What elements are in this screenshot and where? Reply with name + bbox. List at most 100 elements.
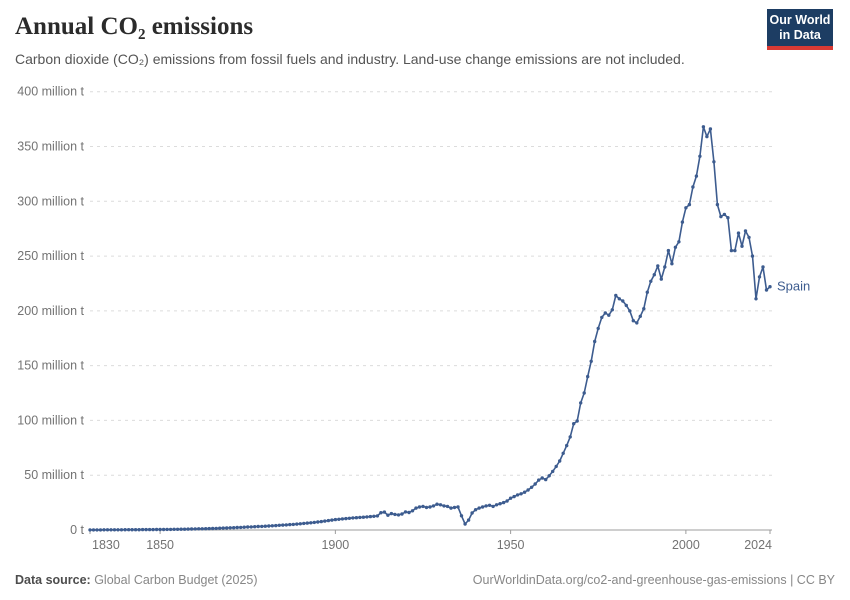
data-point	[256, 524, 260, 529]
data-point	[575, 419, 579, 423]
data-point	[133, 528, 138, 532]
y-axis-tick-label: 200 million t	[17, 304, 84, 318]
data-point	[98, 528, 103, 532]
data-point	[330, 518, 334, 522]
data-point	[736, 231, 741, 235]
owid-logo[interactable]: Our World in Data	[767, 9, 833, 50]
data-point	[407, 510, 411, 515]
data-point	[621, 299, 625, 303]
data-point	[733, 248, 737, 253]
data-point	[372, 514, 376, 518]
data-point	[225, 526, 229, 530]
data-point	[687, 202, 692, 207]
x-axis-tick-label: 1950	[497, 538, 525, 552]
data-source: Data source: Global Carbon Budget (2025)	[15, 573, 258, 587]
data-point	[484, 504, 488, 508]
data-point	[494, 503, 499, 507]
data-point	[652, 273, 656, 277]
data-point	[761, 265, 765, 269]
data-point	[351, 516, 355, 520]
data-point	[684, 206, 688, 210]
data-point	[565, 443, 569, 448]
data-point	[291, 522, 295, 527]
data-point	[750, 254, 755, 258]
data-point	[379, 511, 383, 515]
y-axis-tick-label: 400 million t	[17, 85, 84, 99]
data-point	[466, 518, 471, 522]
data-point	[305, 521, 309, 525]
data-point	[747, 235, 751, 240]
data-point	[459, 514, 464, 518]
data-point	[137, 528, 141, 532]
data-point	[312, 520, 316, 525]
data-point	[277, 523, 281, 527]
data-point	[193, 527, 197, 531]
data-point	[126, 528, 131, 532]
data-point	[631, 319, 635, 323]
data-point	[568, 435, 572, 439]
data-point	[91, 528, 96, 532]
data-point	[172, 527, 176, 531]
x-axis-tick-label: 2000	[672, 538, 700, 552]
data-point	[501, 500, 506, 505]
chart-footer: Data source: Global Carbon Budget (2025)…	[15, 573, 835, 587]
data-point	[218, 526, 222, 530]
data-point	[123, 528, 127, 532]
data-point	[281, 523, 285, 527]
data-point	[663, 265, 667, 269]
series-label[interactable]: Spain	[777, 279, 810, 294]
data-point	[403, 510, 408, 514]
data-point	[361, 515, 366, 519]
data-point	[263, 524, 267, 528]
data-point	[242, 525, 246, 529]
data-point	[505, 499, 509, 503]
x-axis-tick-label: 2024	[744, 538, 772, 552]
data-point	[284, 523, 288, 527]
data-point	[295, 522, 299, 526]
data-point	[130, 528, 134, 532]
data-point	[365, 515, 369, 519]
data-point	[582, 391, 586, 395]
data-point	[186, 527, 190, 531]
footer-citation-link[interactable]: OurWorldinData.org/co2-and-greenhouse-ga…	[472, 573, 835, 587]
data-point	[694, 174, 699, 178]
data-point	[586, 374, 590, 379]
data-point	[435, 502, 439, 506]
data-point	[211, 526, 215, 531]
data-point	[508, 496, 513, 500]
data-point	[596, 326, 600, 331]
data-point	[400, 512, 404, 516]
data-point	[470, 511, 474, 515]
data-point	[572, 422, 576, 426]
data-point	[368, 514, 373, 519]
data-point	[547, 474, 551, 478]
data-point	[109, 528, 113, 532]
data-point	[540, 476, 544, 480]
data-point	[102, 528, 106, 532]
chart-subtitle: Carbon dioxide (CO₂) emissions from foss…	[15, 50, 685, 67]
data-point	[112, 528, 117, 532]
chart-header: Annual CO₂ emissions Carbon dioxide (CO₂…	[15, 13, 750, 68]
data-point	[708, 127, 713, 131]
data-point	[666, 248, 671, 253]
data-point	[722, 212, 727, 217]
data-point	[754, 297, 758, 301]
data-point	[522, 490, 527, 494]
data-point	[386, 513, 390, 517]
data-point	[288, 522, 292, 527]
data-point	[670, 262, 674, 266]
data-point	[428, 505, 432, 509]
y-axis-tick-label: 0 t	[70, 523, 84, 537]
data-point	[161, 527, 166, 532]
data-point	[319, 519, 323, 524]
data-point	[189, 527, 194, 531]
data-point	[680, 220, 685, 224]
data-point	[768, 285, 772, 289]
data-point	[491, 504, 495, 509]
y-axis-tick-label: 50 million t	[24, 468, 84, 482]
data-point	[337, 517, 341, 521]
data-point	[614, 293, 618, 298]
data-point	[175, 527, 180, 531]
data-point	[554, 464, 558, 469]
